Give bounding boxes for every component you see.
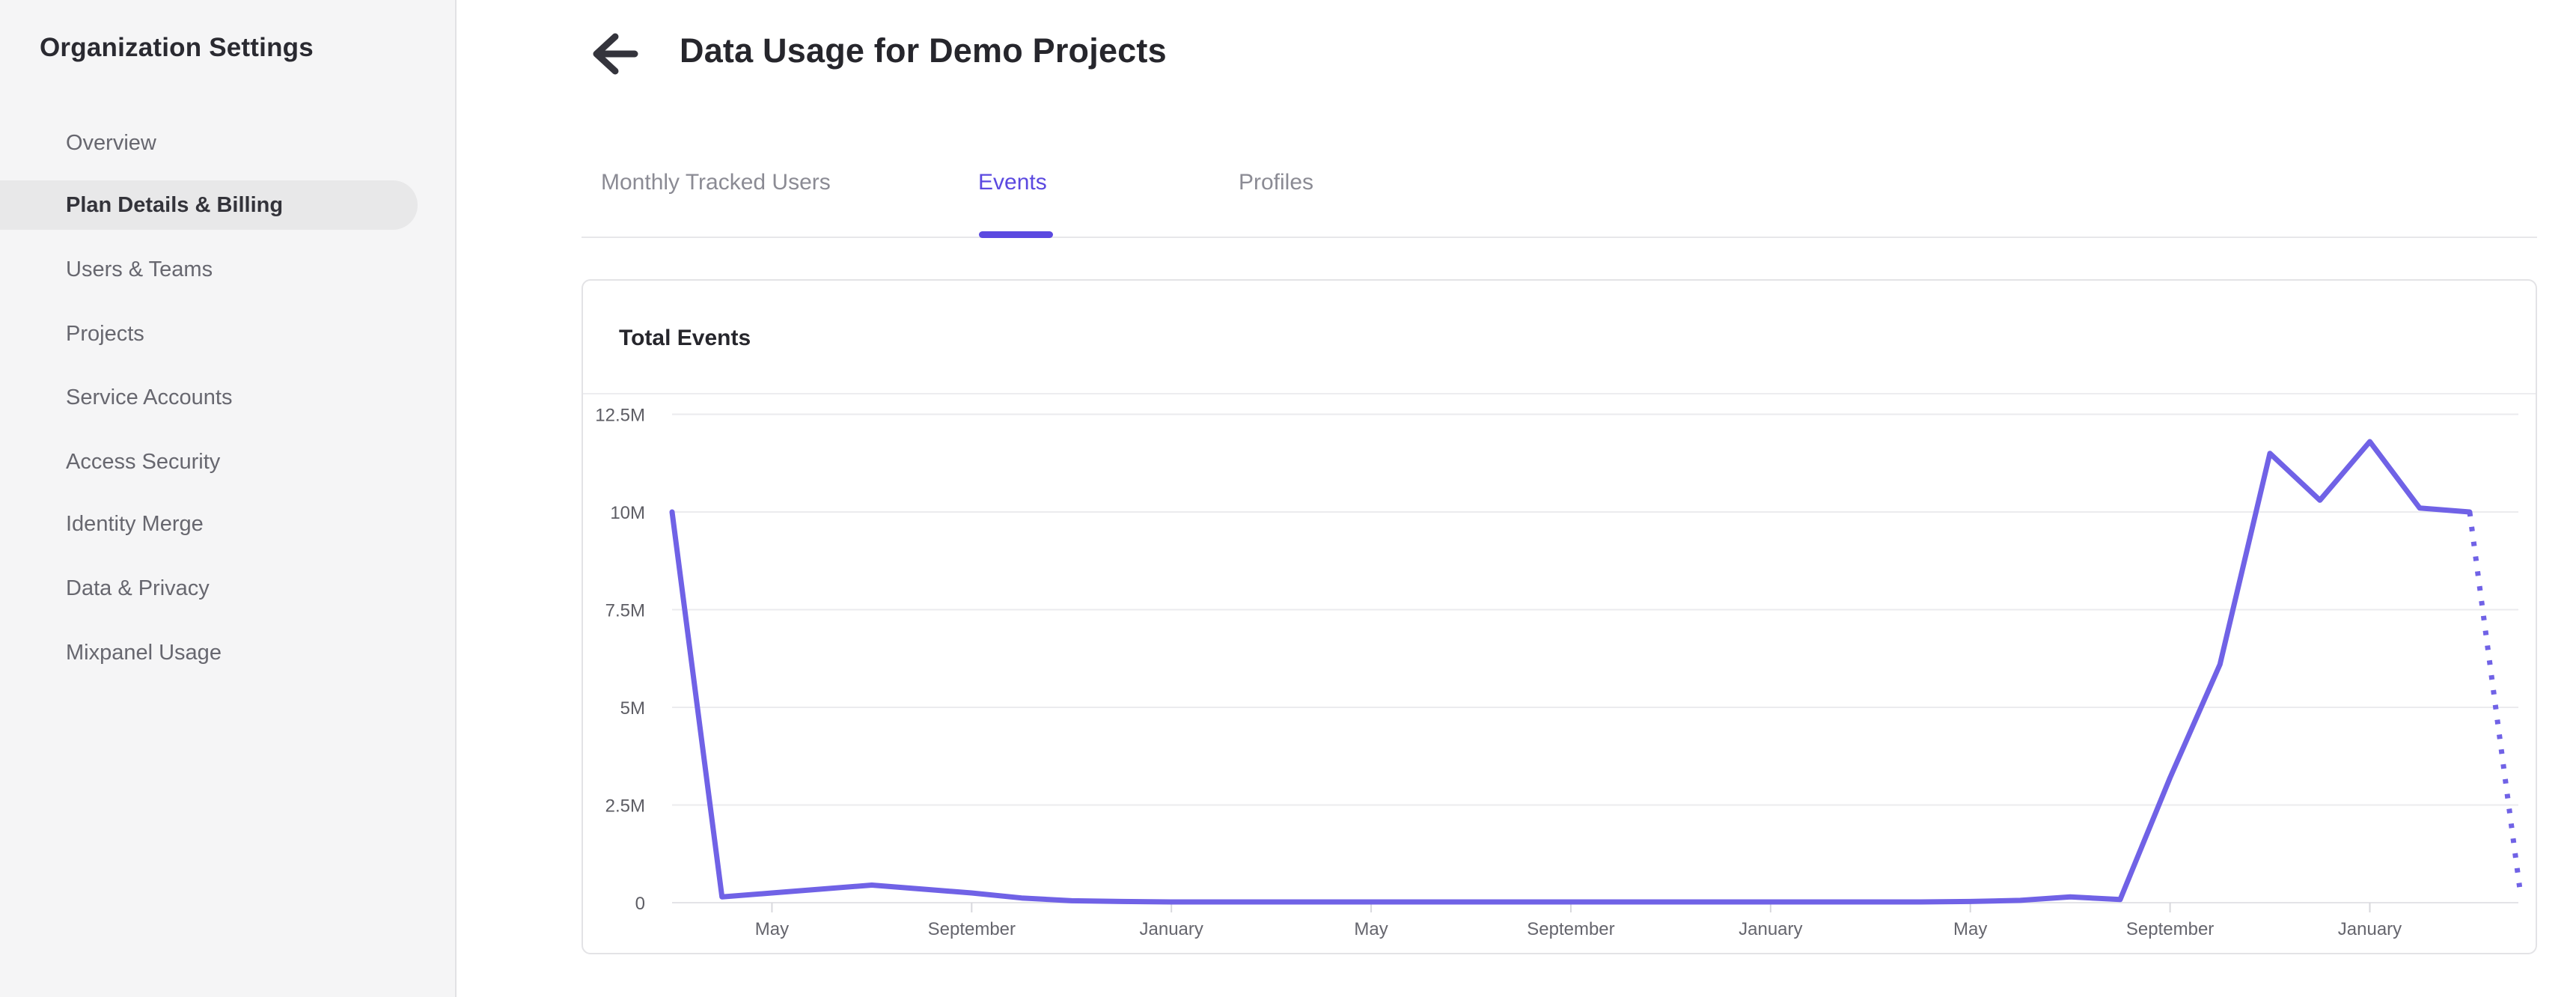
tab-profiles[interactable]: Profiles bbox=[1239, 170, 1314, 195]
total-events-card: Total Events 12.5M 10M 7.5M 5M 2.5M 0 May Septe… bbox=[582, 279, 2537, 954]
active-tab-underline bbox=[979, 231, 1053, 238]
tab-monthly-tracked-users[interactable]: Monthly Tracked Users bbox=[601, 170, 831, 195]
x-axis-label: May bbox=[1354, 919, 1388, 939]
x-axis-label: January bbox=[1739, 919, 1802, 939]
x-axis-label: September bbox=[928, 919, 1016, 939]
card-header-divider bbox=[583, 393, 2536, 394]
sidebar-item-data-privacy[interactable]: Data & Privacy bbox=[66, 576, 210, 600]
sidebar-item-access-security[interactable]: Access Security bbox=[66, 450, 221, 474]
x-axis-label: May bbox=[1953, 919, 1987, 939]
sidebar-title: Organization Settings bbox=[40, 33, 314, 62]
sidebar: Organization Settings Overview Plan Deta… bbox=[0, 0, 457, 997]
x-axis-label: May bbox=[755, 919, 789, 939]
sidebar-item-users-teams[interactable]: Users & Teams bbox=[66, 257, 213, 281]
total-events-line-chart: 12.5M 10M 7.5M 5M 2.5M 0 May September January Ma… bbox=[595, 406, 2523, 939]
y-axis-label: 7.5M bbox=[605, 601, 645, 621]
chart-title: Total Events bbox=[619, 326, 751, 350]
sidebar-item-service-accounts[interactable]: Service Accounts bbox=[66, 385, 233, 409]
tab-divider bbox=[582, 237, 2537, 238]
events-line-series bbox=[669, 439, 2473, 905]
y-axis-label: 2.5M bbox=[605, 796, 645, 817]
sidebar-item-identity-merge[interactable]: Identity Merge bbox=[66, 512, 204, 536]
sidebar-item-projects[interactable]: Projects bbox=[66, 322, 144, 346]
arrow-left-icon bbox=[593, 33, 638, 75]
y-axis-label: 5M bbox=[620, 698, 645, 719]
y-axis-label: 12.5M bbox=[595, 406, 645, 426]
y-axis-label: 10M bbox=[610, 503, 645, 523]
sidebar-item-overview[interactable]: Overview bbox=[66, 131, 156, 155]
page-title: Data Usage for Demo Projects bbox=[680, 31, 1167, 70]
x-axis-label: January bbox=[1140, 919, 1203, 939]
events-line-dotted-projection bbox=[2467, 511, 2523, 888]
tab-events[interactable]: Events bbox=[978, 170, 1047, 195]
sidebar-item-plan-details-billing[interactable]: Plan Details & Billing bbox=[0, 180, 418, 230]
sidebar-item-mixpanel-usage[interactable]: Mixpanel Usage bbox=[66, 641, 222, 665]
x-axis-label: September bbox=[2126, 919, 2214, 939]
y-axis-label: 0 bbox=[635, 894, 645, 914]
back-button[interactable] bbox=[582, 24, 642, 84]
x-axis-label: September bbox=[1527, 919, 1614, 939]
x-axis-label: January bbox=[2338, 919, 2402, 939]
